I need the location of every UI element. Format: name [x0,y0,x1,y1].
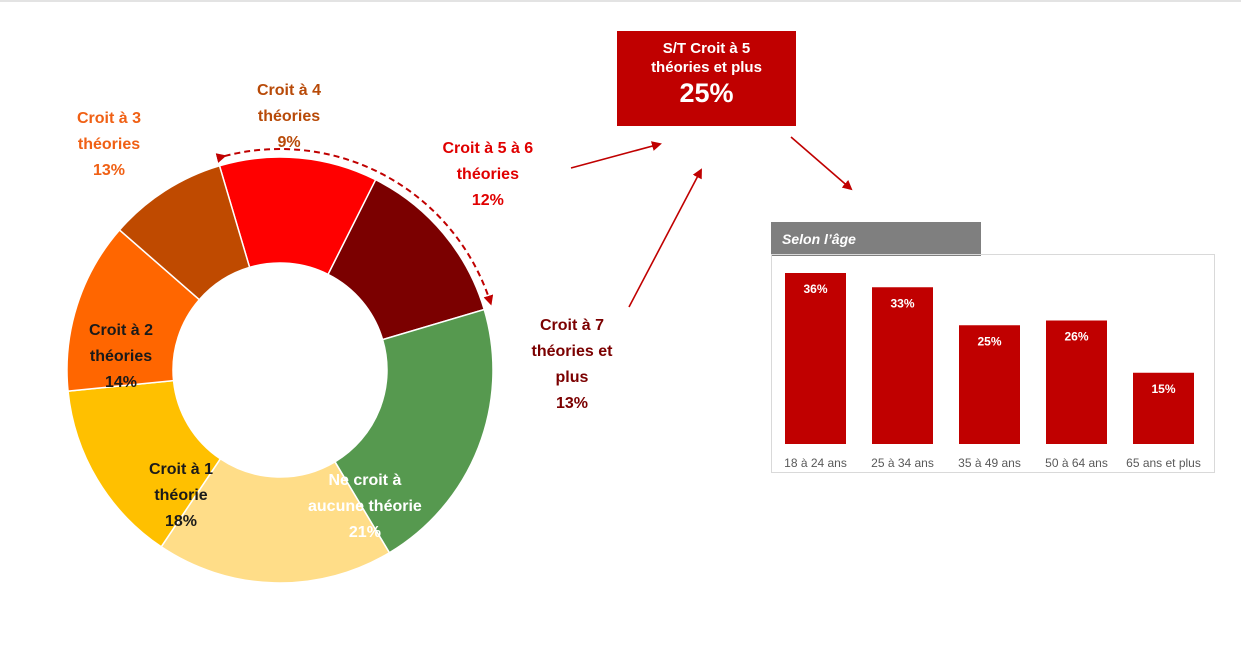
donut-slice [333,308,494,554]
summary-box: S/T Croit à 5 théories et plus 25% [617,31,796,126]
slice-label-line: théorie [154,487,208,504]
age-bar [1046,320,1107,444]
slice-label-line: plus [555,369,589,386]
age-bar-value-label: 26% [1064,330,1088,344]
age-category-label: 18 à 24 ans [784,456,847,470]
summary-value: 25% [679,78,734,108]
age-bar-value-label: 25% [977,334,1001,348]
slice-label-line: Croit à 2 [89,322,154,339]
age-category-label: 25 à 34 ans [871,456,934,470]
slice-label-line: théories [89,348,153,365]
slice-percent: 9% [277,134,301,151]
slice-label-line: théories [456,166,519,183]
slice-label-line: théories et [531,343,613,360]
slice-percent: 12% [471,192,504,209]
donut-slice [160,457,391,584]
slice-label-line: Croit à 4 [257,82,322,99]
slice-percent: 13% [555,395,588,412]
arrow-to-summary-lower [628,168,702,308]
age-chart-title: Selon l’âge [771,222,981,256]
donut-slice [67,379,222,548]
donut-slice-label: Croit à 1 théorie 18% [149,457,213,535]
age-bar [959,325,1020,444]
age-category-label: 50 à 64 ans [1045,456,1108,470]
slice-label-line: Ne croit à [328,472,402,489]
slice-label-line: théories [77,136,141,153]
donut-slice-label: Ne croit à aucune théorie 21% [308,468,422,546]
slice-label-line: théories [257,108,321,125]
slice-percent: 13% [92,162,126,179]
slice-percent: 21% [348,524,381,541]
age-bar-value-label: 36% [803,282,827,296]
slice-percent: 14% [104,374,138,391]
age-bar [872,287,933,444]
donut-slice-label: Croit à 4 théories 9% [257,78,321,156]
slice-percent: 18% [164,513,198,530]
age-bar-value-label: 33% [890,296,914,310]
summary-line-2: théories et plus [651,59,762,76]
donut-chart [66,156,494,584]
slice-label-line: Croit à 7 [539,317,604,334]
age-category-label: 65 ans et plus [1126,456,1201,470]
slice-label-line: Croit à 5 à 6 [442,140,534,157]
donut-slice-label: Croit à 3 théories 13% [77,106,141,184]
top-divider [0,0,1241,2]
age-bar-value-label: 15% [1151,382,1175,396]
donut-slice-label: Croit à 7 théories et plus 13% [532,313,613,417]
slice-label-line: Croit à 1 [149,461,214,478]
age-bar [1133,372,1194,444]
age-bar [785,273,846,444]
arrow-to-age-chart [790,136,853,191]
slice-label-line: aucune théorie [308,498,422,515]
donut-slice-label: Croit à 5 à 6 théories 12% [443,136,534,214]
age-chart-frame [771,254,1215,473]
arrow-to-summary-upper [570,141,662,169]
summary-line-1: S/T Croit à 5 [662,40,751,57]
age-category-label: 35 à 49 ans [958,456,1021,470]
donut-slice-label: Croit à 2 théories 14% [89,318,153,396]
slice-label-line: Croit à 3 [77,110,142,127]
age-bar-chart: 36% 18 à 24 ans 33% 25 à 34 ans 25% 35 à 49 a… [784,273,1201,470]
